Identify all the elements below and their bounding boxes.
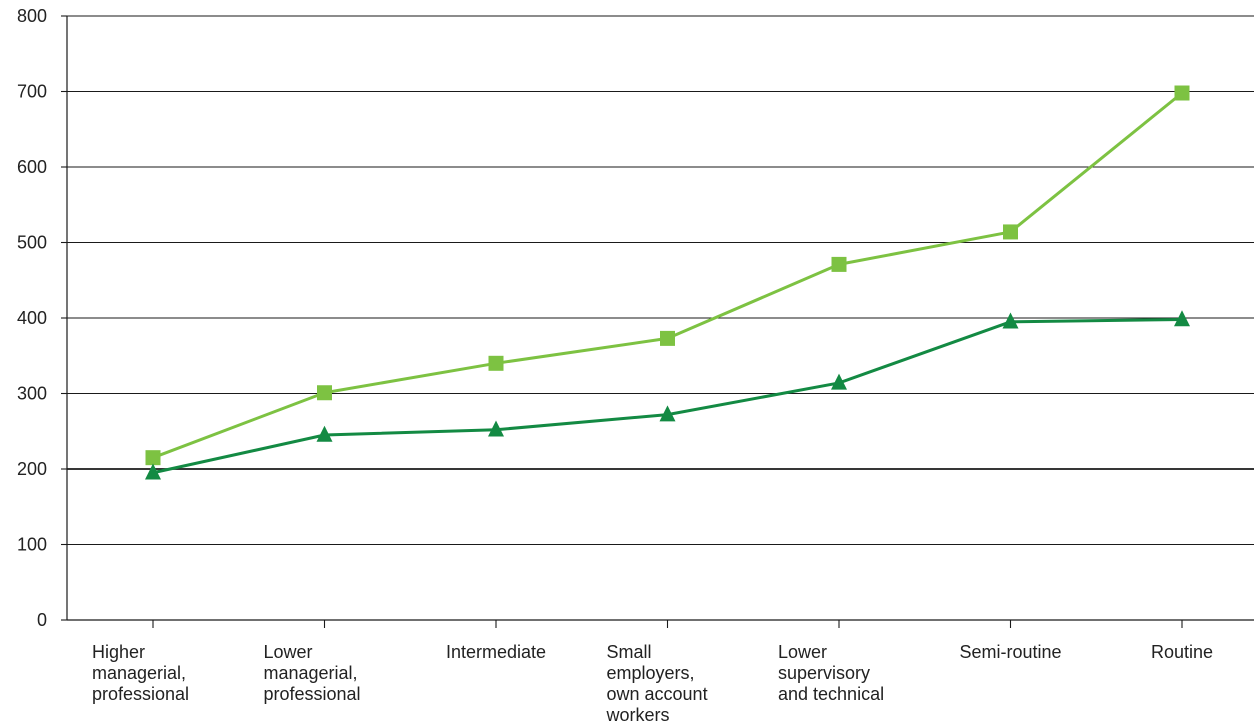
data-point-square bbox=[1174, 85, 1190, 101]
x-category-label-line: Higher bbox=[92, 642, 145, 662]
x-category-label-line: Intermediate bbox=[446, 642, 546, 662]
y-tick-label-0: 0 bbox=[37, 610, 47, 630]
series-1 bbox=[145, 310, 1190, 480]
axes bbox=[61, 15, 1254, 628]
x-category-label-4: Lower supervisory and technical bbox=[778, 642, 884, 704]
data-point-triangle bbox=[1174, 310, 1190, 327]
data-point-square bbox=[488, 355, 504, 371]
y-tick-label-500: 500 bbox=[17, 233, 47, 253]
x-category-label-5: Semi-routine bbox=[959, 642, 1061, 662]
y-tick-label-800: 800 bbox=[17, 6, 47, 26]
x-category-label-line: own account bbox=[607, 684, 708, 704]
x-category-label-3: Small employers, own account workers bbox=[606, 642, 708, 725]
x-category-label-line: Semi-routine bbox=[959, 642, 1061, 662]
x-category-label-1: Lower managerial, professional bbox=[264, 642, 361, 704]
x-category-label-line: supervisory bbox=[778, 663, 870, 683]
x-category-label-line: employers, bbox=[607, 663, 695, 683]
data-point-triangle bbox=[488, 420, 504, 437]
x-category-label-line: Routine bbox=[1151, 642, 1213, 662]
x-category-label-6: Routine bbox=[1151, 642, 1213, 662]
y-tick-label-400: 400 bbox=[17, 308, 47, 328]
y-tick-label-600: 600 bbox=[17, 157, 47, 177]
y-tick-label-100: 100 bbox=[17, 535, 47, 555]
data-point-square bbox=[660, 330, 675, 346]
series-0 bbox=[145, 85, 1190, 466]
x-category-label-line: professional bbox=[92, 684, 189, 704]
x-category-label-line: workers bbox=[606, 705, 670, 725]
x-category-label-line: Lower bbox=[264, 642, 313, 662]
x-category-label-line: managerial, bbox=[264, 663, 358, 683]
data-point-triangle bbox=[316, 425, 333, 442]
x-category-label-line: Lower bbox=[778, 642, 827, 662]
x-category-label-2: Intermediate bbox=[446, 642, 546, 662]
gridlines bbox=[67, 15, 1254, 546]
data-point-triangle bbox=[1002, 312, 1019, 329]
series-line-0 bbox=[152, 91, 1183, 460]
data-point-triangle bbox=[145, 463, 161, 480]
x-category-label-line: Small bbox=[607, 642, 652, 662]
data-point-square bbox=[145, 450, 161, 466]
x-category-label-line: managerial, bbox=[92, 663, 186, 683]
y-tick-label-200: 200 bbox=[17, 459, 47, 479]
y-tick-label-700: 700 bbox=[17, 82, 47, 102]
data-point-square bbox=[1003, 224, 1018, 240]
data-point-square bbox=[831, 256, 847, 272]
y-tick-label-300: 300 bbox=[17, 384, 47, 404]
x-category-label-0: Higher managerial, professional bbox=[92, 642, 189, 704]
x-category-label-line: and technical bbox=[778, 684, 884, 704]
data-point-triangle bbox=[659, 405, 676, 422]
data-point-triangle bbox=[831, 373, 847, 390]
y-tick-labels: 0 100 200 300 400 500 600 700 800 bbox=[17, 6, 47, 630]
x-category-label-line: professional bbox=[264, 684, 361, 704]
data-point-square bbox=[317, 385, 332, 401]
series bbox=[145, 85, 1190, 480]
